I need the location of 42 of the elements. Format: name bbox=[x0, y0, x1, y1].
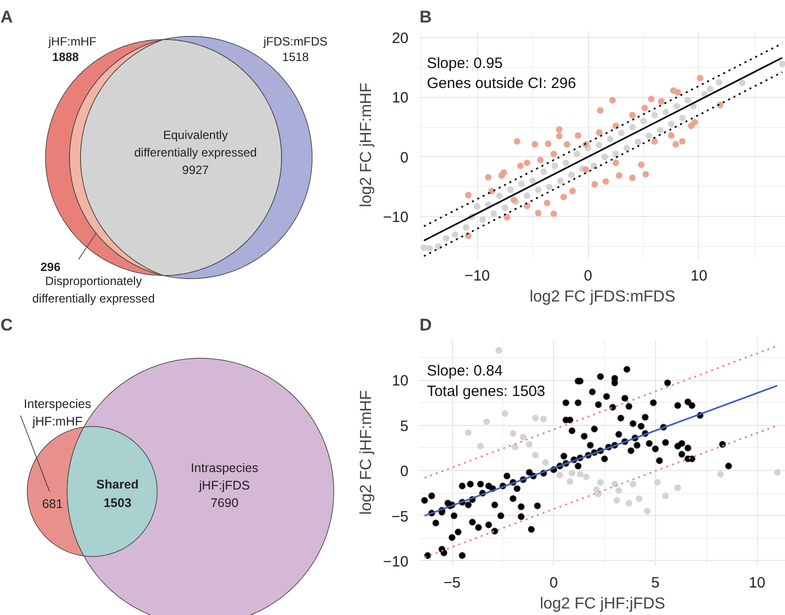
x-axis-title: log2 FC jFDS:mFDS bbox=[530, 288, 676, 306]
y-tick-label: −10 bbox=[383, 553, 409, 570]
x-tick-label: −5 bbox=[443, 574, 461, 592]
y-tick-label: 0 bbox=[400, 149, 408, 166]
y-axis-title: log2 FC jHF:mHF bbox=[358, 82, 376, 208]
data-label: 1518 bbox=[282, 50, 310, 64]
category-label: Intraspecies jHF:jFDS bbox=[190, 460, 258, 492]
category-label: jHF:mHF bbox=[48, 34, 97, 48]
category-label: Equivalently differentially expressed bbox=[134, 128, 257, 160]
data-label: 1888 bbox=[52, 50, 80, 64]
category-label: Disproportionately differentially expressed bbox=[32, 274, 155, 306]
data-label: 296 bbox=[40, 260, 61, 274]
y-tick-label: 0 bbox=[400, 463, 408, 480]
x-tick-label: −10 bbox=[464, 268, 490, 284]
x-tick-label: 10 bbox=[690, 268, 708, 284]
annotation: Total genes: 1503 bbox=[426, 382, 546, 400]
data-label: 9927 bbox=[182, 163, 210, 177]
chart-title: D bbox=[420, 316, 432, 334]
data-label: 681 bbox=[42, 497, 63, 511]
x-tick-label: 10 bbox=[748, 574, 766, 592]
x-tick-label: 0 bbox=[550, 574, 558, 592]
chart-title: B bbox=[420, 8, 432, 26]
x-tick-label: 5 bbox=[651, 574, 660, 592]
text: A bbox=[0, 8, 13, 26]
text: C bbox=[0, 316, 13, 334]
y-axis-title: log2 FC jHF:mHF bbox=[358, 390, 376, 515]
x-tick-label: 0 bbox=[584, 268, 592, 284]
x-axis-title: log2 FC jHF:jFDS bbox=[540, 596, 666, 612]
y-tick-label: −5 bbox=[391, 508, 409, 526]
data-label: 7690 bbox=[210, 496, 238, 510]
data-label: 1503 bbox=[104, 496, 132, 510]
y-tick-label: 20 bbox=[392, 30, 409, 47]
y-tick-label: 10 bbox=[392, 372, 409, 390]
category-label: Interspecies jHF:mHF bbox=[24, 396, 92, 428]
category-label: Shared bbox=[96, 478, 139, 492]
annotation: Slope: 0.84 bbox=[426, 362, 503, 380]
y-tick-label: −10 bbox=[383, 209, 409, 226]
annotation: Slope: 0.95 bbox=[426, 54, 503, 72]
y-tick-label: 10 bbox=[392, 90, 409, 107]
category-label: jFDS:mFDS bbox=[262, 34, 328, 48]
y-tick-label: 5 bbox=[400, 418, 408, 435]
annotation: Genes outside CI: 296 bbox=[426, 75, 576, 92]
